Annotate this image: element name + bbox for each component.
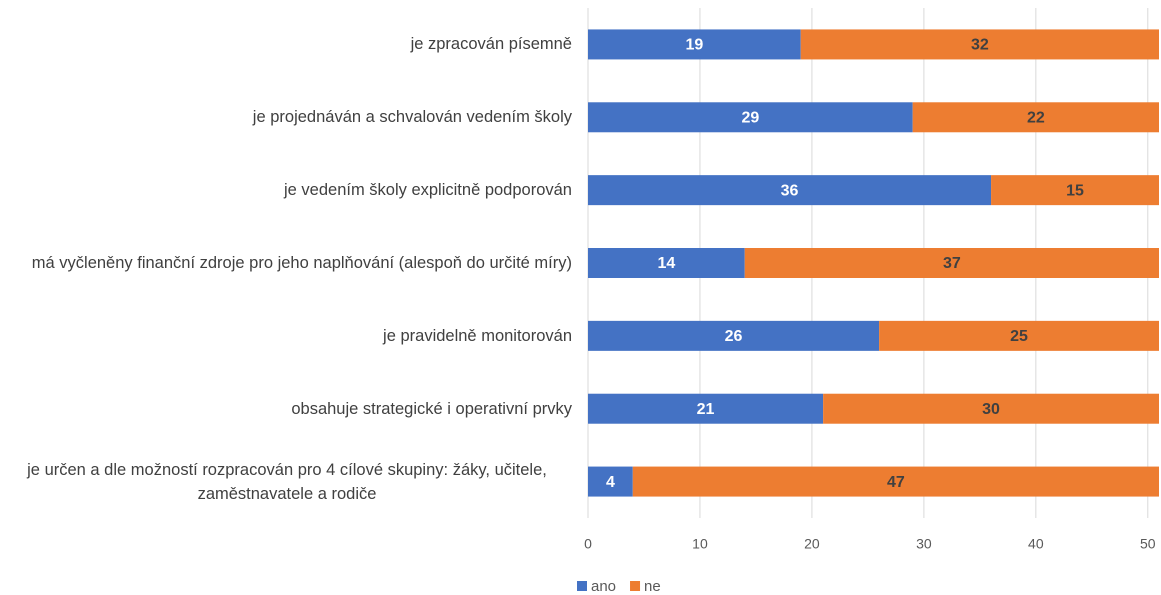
bar-segment: [991, 175, 1159, 206]
y-tick-label: je projednáván a schvalován vedením škol…: [252, 108, 572, 127]
bar-segment: [588, 102, 913, 133]
data-label: 30: [982, 401, 1000, 418]
bar-segment: [632, 466, 1159, 497]
bar-segment: [744, 248, 1159, 278]
x-tick-label: 30: [916, 536, 932, 552]
bar-segment: [823, 393, 1159, 424]
data-label: 14: [657, 255, 675, 272]
y-tick-label: je určen a dle možností rozpracován pro …: [27, 460, 547, 503]
bar-segment: [912, 102, 1159, 133]
y-tick-label: má vyčleněny finanční zdroje pro jeho na…: [31, 254, 572, 272]
data-label: 4: [606, 474, 615, 491]
data-label: 47: [887, 474, 905, 491]
category-label-box: je určen a dle možností rozpracován pro …: [2, 458, 572, 506]
y-tick-label: je vedením školy explicitně podporován: [283, 181, 572, 200]
x-tick-label: 20: [804, 536, 820, 552]
x-tick-label: 0: [584, 536, 592, 552]
data-label: 22: [1027, 110, 1045, 127]
y-tick-label: je zpracován písemně: [410, 35, 572, 54]
legend-label: ano: [591, 578, 616, 595]
x-tick-label: 50: [1140, 536, 1156, 552]
bar-segment: [879, 320, 1159, 351]
category-label-box: je pravidelně monitorován: [2, 324, 572, 348]
category-label-box: je vedením školy explicitně podporován: [2, 178, 572, 202]
category-label-box: je projednáván a schvalován vedením škol…: [2, 105, 572, 129]
data-label: 21: [697, 401, 715, 418]
data-label: 19: [685, 37, 703, 54]
data-label: 26: [725, 328, 743, 345]
data-label: 37: [943, 255, 961, 272]
x-tick-label: 10: [692, 536, 708, 552]
data-label: 25: [1010, 328, 1028, 345]
category-label-box: má vyčleněny finanční zdroje pro jeho na…: [2, 251, 572, 275]
data-label: 15: [1066, 182, 1084, 199]
x-tick-label: 40: [1028, 536, 1044, 552]
y-tick-label: obsahuje strategické i operativní prvky: [291, 399, 572, 418]
legend-swatch: [577, 581, 587, 591]
bar-segment: [588, 29, 801, 60]
bar-segment: [588, 248, 745, 278]
bar-segment: [588, 466, 633, 497]
bar-segment: [800, 29, 1159, 60]
data-label: 29: [741, 110, 759, 127]
bar-segment: [588, 393, 824, 424]
category-label-box: obsahuje strategické i operativní prvky: [2, 397, 572, 421]
bar-segment: [588, 175, 992, 206]
legend-swatch: [630, 581, 641, 591]
category-label-box: je zpracován písemně: [2, 32, 572, 56]
data-label: 36: [781, 182, 799, 199]
bar-segment: [588, 320, 880, 351]
data-label: 32: [971, 37, 989, 54]
y-tick-label: je pravidelně monitorován: [383, 326, 572, 345]
legend-label: ne: [644, 578, 661, 595]
